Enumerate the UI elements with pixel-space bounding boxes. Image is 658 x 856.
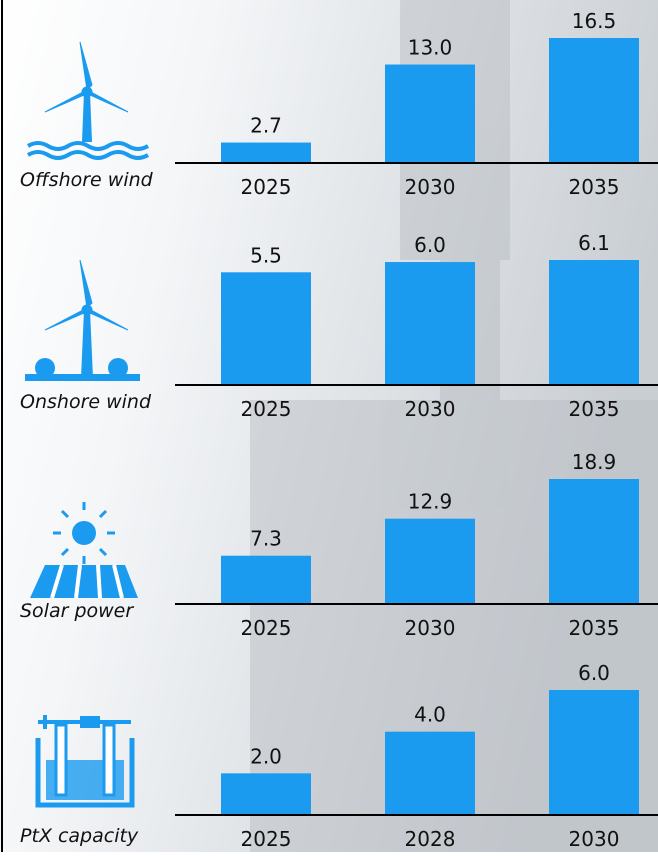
panel-title: Onshore wind: [20, 391, 152, 413]
x-tick-label: 2025: [241, 616, 292, 640]
value-label: 4.0: [414, 703, 446, 727]
value-label: 18.9: [572, 450, 617, 474]
bar: [221, 556, 311, 604]
bar: [385, 65, 475, 163]
bar: [385, 262, 475, 385]
x-tick-label: 2035: [569, 397, 620, 421]
value-label: 6.1: [578, 231, 610, 255]
panel-title: Offshore wind: [20, 169, 154, 191]
bar: [221, 143, 311, 163]
bar: [549, 38, 639, 163]
x-tick-label: 2035: [569, 616, 620, 640]
x-tick-label: 2030: [405, 616, 456, 640]
bar: [549, 479, 639, 604]
value-label: 16.5: [572, 9, 617, 33]
bar: [221, 773, 311, 815]
value-label: 2.0: [250, 744, 282, 768]
x-tick-label: 2025: [241, 397, 292, 421]
x-tick-label: 2028: [405, 827, 456, 851]
chart: 2.7 2025 13.0 2030 16.5 2035 Offshore wind 5.5 2…: [0, 0, 658, 852]
bar: [385, 519, 475, 604]
value-label: 5.5: [250, 243, 282, 267]
x-tick-label: 2035: [569, 175, 620, 199]
value-label: 2.7: [250, 114, 282, 138]
page: {"chart_data": [ {"type": "bar", "title"…: [0, 0, 658, 856]
x-tick-label: 2030: [405, 397, 456, 421]
x-tick-label: 2025: [241, 175, 292, 199]
bar: [549, 690, 639, 815]
x-tick-label: 2025: [241, 827, 292, 851]
x-tick-label: 2030: [569, 827, 620, 851]
value-label: 6.0: [414, 233, 446, 257]
value-label: 13.0: [408, 36, 453, 60]
value-label: 7.3: [250, 527, 282, 551]
value-label: 12.9: [408, 490, 453, 514]
bar: [385, 732, 475, 815]
bar: [549, 260, 639, 385]
panel-title: PtX capacity: [20, 825, 139, 847]
x-tick-label: 2030: [405, 175, 456, 199]
value-label: 6.0: [578, 661, 610, 685]
panel-title: Solar power: [20, 600, 134, 622]
bar: [221, 272, 311, 385]
